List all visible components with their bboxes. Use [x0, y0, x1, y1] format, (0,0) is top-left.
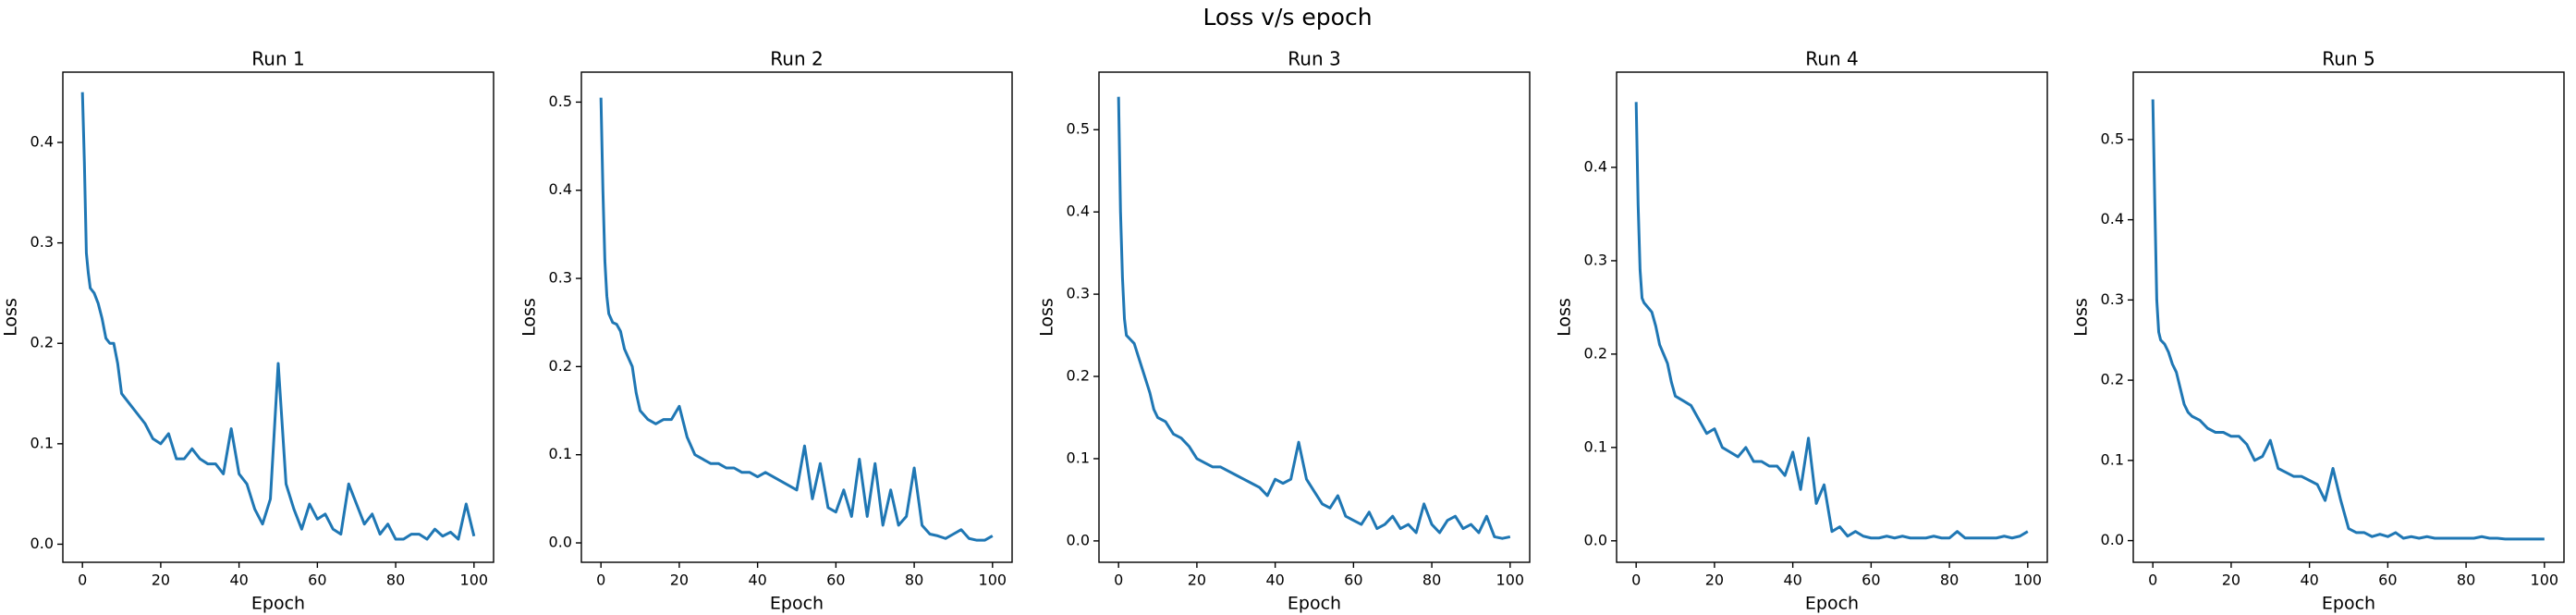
- y-tick-label: 0.3: [549, 269, 572, 287]
- y-tick-label: 0.3: [1067, 285, 1090, 302]
- y-tick-label: 0.4: [31, 133, 54, 151]
- x-tick-label: 60: [1344, 572, 1362, 589]
- y-tick-label: 0.2: [549, 357, 572, 375]
- y-tick-label: 0.4: [1067, 203, 1090, 220]
- subplot-title: Run 5: [2322, 48, 2375, 70]
- y-tick-label: 0.4: [2101, 210, 2124, 228]
- x-axis-label: Epoch: [251, 594, 305, 614]
- y-tick-label: 0.2: [1067, 367, 1090, 385]
- y-axis-label: Loss: [519, 298, 540, 337]
- y-tick-label: 0.3: [2101, 290, 2124, 308]
- y-axis-label: Loss: [1, 298, 21, 337]
- figure-title: Loss v/s epoch: [1203, 4, 1372, 31]
- axes-frame: [1098, 71, 1531, 563]
- y-tick-label: 0.5: [1067, 120, 1090, 138]
- axes-frame: [62, 71, 494, 563]
- y-tick-label: 0.5: [2101, 129, 2124, 147]
- x-tick-label: 0: [2148, 572, 2157, 589]
- x-tick-label: 0: [78, 572, 87, 589]
- y-tick-label: 0.4: [1584, 157, 1607, 175]
- axes-frame: [580, 71, 1013, 563]
- x-axis-label: Epoch: [1288, 594, 1341, 614]
- x-tick-label: 80: [2457, 572, 2475, 589]
- x-tick-label: 20: [1705, 572, 1724, 589]
- loss-line: [1634, 102, 2029, 540]
- y-tick-label: 0.2: [31, 334, 54, 351]
- x-tick-label: 20: [1188, 572, 1206, 589]
- x-tick-label: 60: [1862, 572, 1880, 589]
- x-tick-label: 80: [905, 572, 923, 589]
- y-axis-label: Loss: [1555, 298, 1575, 337]
- x-tick-label: 0: [1114, 572, 1123, 589]
- x-tick-label: 100: [460, 572, 489, 589]
- x-tick-label: 40: [229, 572, 248, 589]
- loss-line: [1117, 96, 1511, 540]
- subplot-title: Run 4: [1805, 48, 1858, 70]
- subplot-title: Run 3: [1288, 48, 1340, 70]
- y-tick-label: 0.0: [31, 535, 54, 552]
- x-tick-label: 0: [1631, 572, 1641, 589]
- y-tick-label: 0.5: [549, 92, 572, 110]
- x-tick-label: 100: [2014, 572, 2043, 589]
- x-tick-label: 80: [386, 572, 405, 589]
- x-tick-label: 100: [979, 572, 1007, 589]
- y-tick-label: 0.3: [1584, 251, 1607, 268]
- x-axis-label: Epoch: [1805, 594, 1859, 614]
- loss-line: [80, 92, 476, 541]
- y-tick-label: 0.0: [549, 534, 572, 551]
- y-tick-label: 0.0: [2101, 531, 2124, 548]
- x-tick-label: 20: [152, 572, 170, 589]
- y-tick-label: 0.4: [549, 180, 572, 198]
- y-tick-label: 0.0: [1067, 531, 1090, 548]
- subplot-title: Run 2: [770, 48, 823, 70]
- x-tick-label: 80: [1940, 572, 1959, 589]
- x-tick-label: 40: [2300, 572, 2318, 589]
- x-tick-label: 40: [1265, 572, 1284, 589]
- x-tick-label: 60: [826, 572, 845, 589]
- y-tick-label: 0.1: [1584, 437, 1607, 455]
- y-tick-label: 0.1: [2101, 450, 2124, 468]
- x-tick-label: 0: [596, 572, 605, 589]
- y-tick-label: 0.2: [1584, 344, 1607, 362]
- x-tick-label: 40: [748, 572, 766, 589]
- x-tick-label: 60: [308, 572, 326, 589]
- x-axis-label: Epoch: [770, 594, 824, 614]
- subplot-title: Run 1: [251, 48, 304, 70]
- x-tick-label: 100: [2531, 572, 2559, 589]
- x-tick-label: 60: [2378, 572, 2397, 589]
- y-tick-label: 0.0: [1584, 531, 1607, 548]
- x-tick-label: 40: [1783, 572, 1801, 589]
- y-axis-label: Loss: [1037, 298, 1057, 337]
- axes-frame: [2132, 71, 2565, 563]
- x-tick-label: 20: [670, 572, 689, 589]
- x-tick-label: 100: [1496, 572, 1525, 589]
- loss-line: [599, 97, 994, 542]
- loss-line: [2151, 99, 2545, 541]
- y-axis-label: Loss: [2071, 298, 2092, 337]
- x-tick-label: 80: [1422, 572, 1441, 589]
- axes-frame: [1616, 71, 2048, 563]
- x-tick-label: 20: [2222, 572, 2240, 589]
- x-axis-label: Epoch: [2322, 594, 2375, 614]
- y-tick-label: 0.2: [2101, 371, 2124, 388]
- y-tick-label: 0.3: [31, 233, 54, 251]
- y-tick-label: 0.1: [549, 445, 572, 462]
- y-tick-label: 0.1: [31, 434, 54, 451]
- y-tick-label: 0.1: [1067, 449, 1090, 466]
